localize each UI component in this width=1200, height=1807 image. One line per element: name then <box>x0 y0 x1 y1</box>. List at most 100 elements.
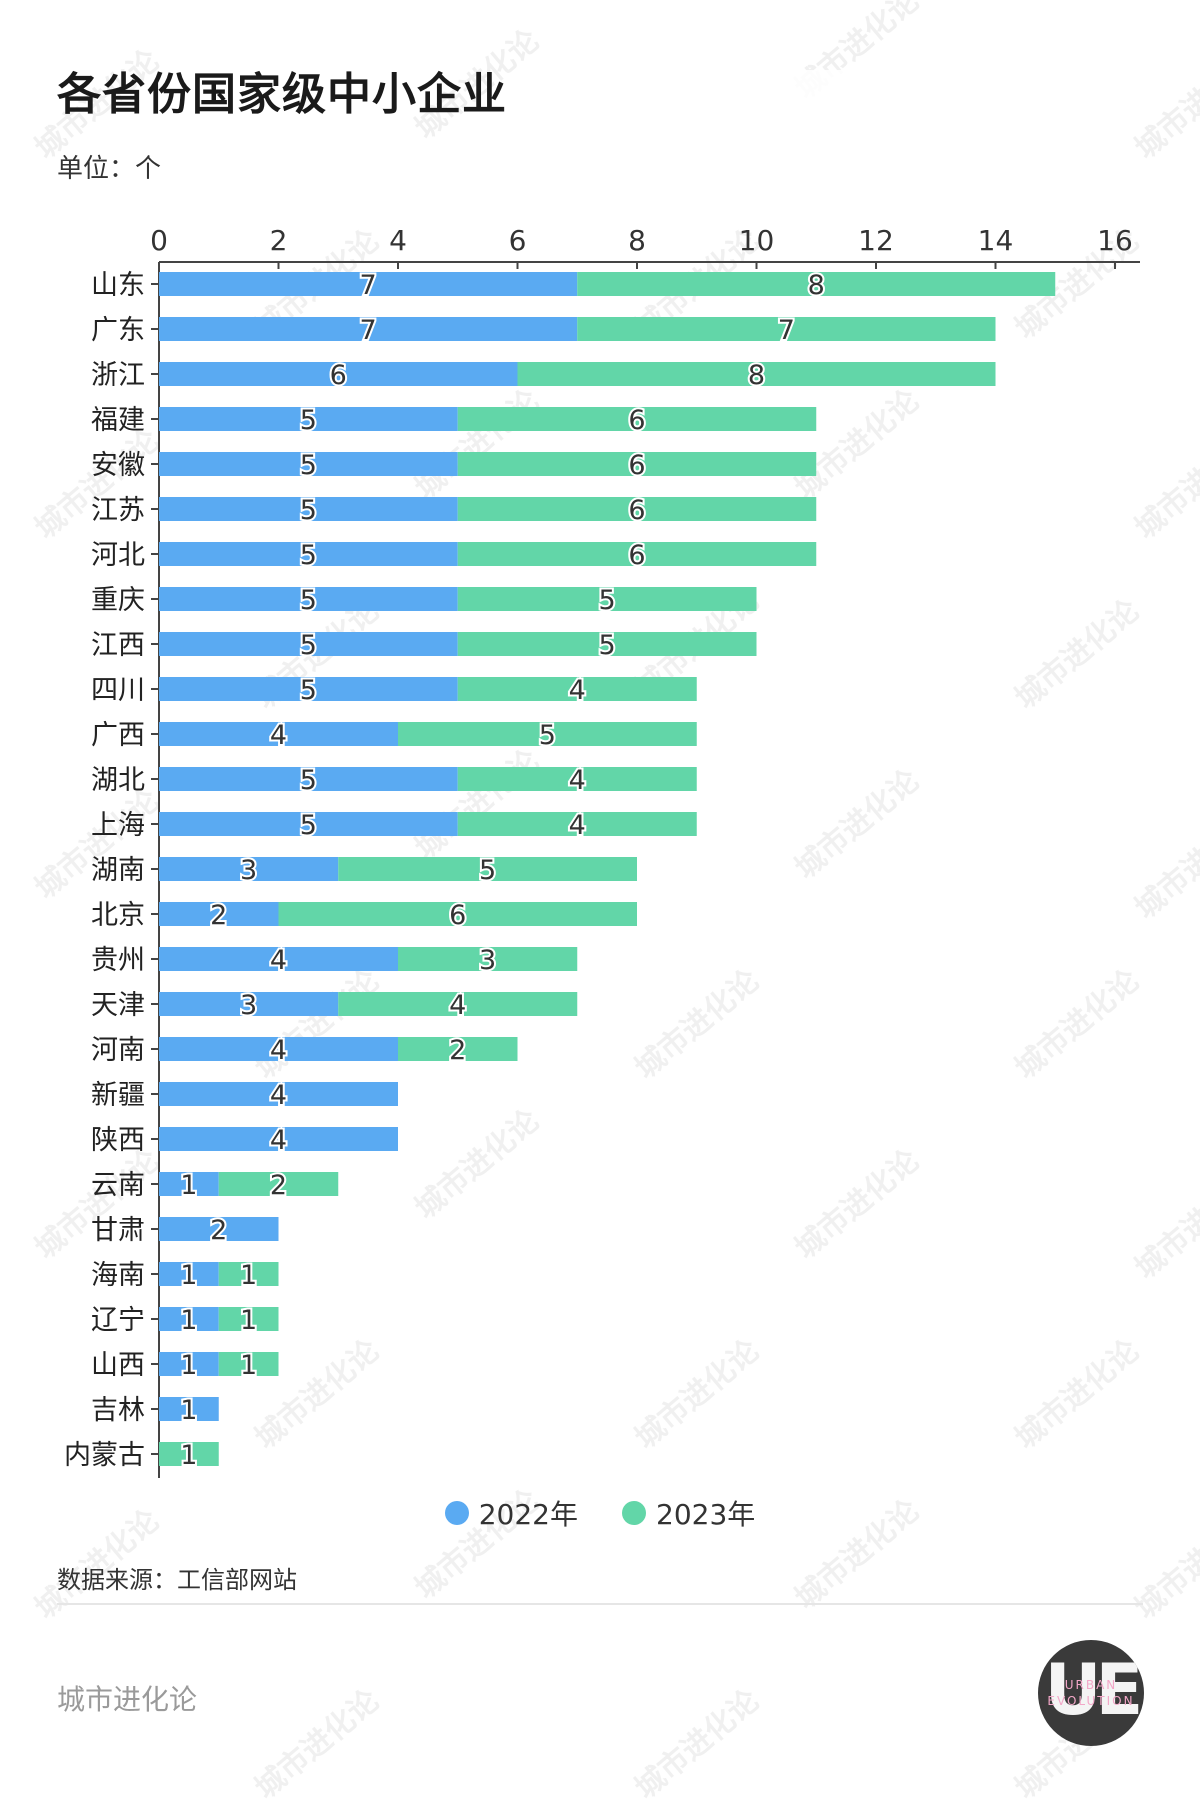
bar-2023 <box>457 407 817 431</box>
bar-2022 <box>159 902 279 926</box>
bar-2022 <box>159 1172 219 1196</box>
bar-2023 <box>278 902 637 926</box>
data-label-2022: 4 <box>270 1080 287 1111</box>
bar-2023 <box>457 632 757 656</box>
category-label: 浙江 <box>91 360 145 391</box>
data-label-2023: 5 <box>479 855 496 886</box>
data-label-2022: 4 <box>270 945 287 976</box>
bar-2023 <box>398 722 697 746</box>
watermark-text: 城市进化论 <box>1128 43 1200 167</box>
x-tick-label: 2 <box>270 224 288 257</box>
logo-text-top: URBAN <box>1064 1678 1118 1692</box>
category-label: 贵州 <box>91 945 145 976</box>
data-label-2023: 8 <box>808 270 825 301</box>
watermark-text: 城市进化论 <box>248 1683 386 1807</box>
chart-title: 各省份国家级中小企业 <box>57 69 507 120</box>
data-label-2023: 4 <box>569 810 586 841</box>
bar-2022 <box>159 587 458 611</box>
bar-2022 <box>159 857 339 881</box>
bar-2022 <box>159 992 339 1016</box>
bar-2023 <box>457 812 697 836</box>
category-label: 上海 <box>91 810 145 841</box>
bar-2022 <box>159 452 458 476</box>
legend-item-2022: 2022年 <box>444 1493 578 1533</box>
bar-2023 <box>457 767 697 791</box>
data-label-2023: 3 <box>479 945 496 976</box>
legend-dot-2023 <box>622 1501 646 1525</box>
data-label-2022: 2 <box>210 900 227 931</box>
bar-2022 <box>159 722 398 746</box>
x-tick-label: 6 <box>509 224 527 257</box>
bar-2022 <box>159 947 398 971</box>
data-label-2023: 2 <box>270 1170 287 1201</box>
category-label: 山东 <box>91 270 145 301</box>
bar-2023 <box>577 317 996 341</box>
category-label: 北京 <box>91 900 145 931</box>
data-label-2022: 3 <box>240 990 257 1021</box>
category-label: 四川 <box>91 675 145 706</box>
category-label: 河北 <box>91 540 145 571</box>
data-label-2023: 6 <box>449 900 466 931</box>
category-label: 山西 <box>91 1350 145 1381</box>
unit-label: 单位：个 <box>57 154 162 184</box>
data-label-2023: 4 <box>449 990 466 1021</box>
data-label-2022: 5 <box>300 495 317 526</box>
data-label-2022: 7 <box>360 270 377 301</box>
data-label-2022: 5 <box>300 405 317 436</box>
category-label: 吉林 <box>91 1395 145 1426</box>
data-label-2022: 1 <box>180 1350 197 1381</box>
data-label-2022: 5 <box>300 540 317 571</box>
data-label-2023: 6 <box>628 450 645 481</box>
data-label-2022: 1 <box>180 1395 197 1426</box>
data-label-2022: 6 <box>330 360 347 391</box>
category-label: 甘肃 <box>91 1215 145 1246</box>
data-label-2022: 5 <box>300 675 317 706</box>
category-label: 海南 <box>91 1260 145 1291</box>
bar-2023 <box>218 1307 279 1331</box>
data-label-2022: 5 <box>300 585 317 616</box>
bar-2022 <box>159 1352 219 1376</box>
data-label-2022: 4 <box>270 1125 287 1156</box>
data-label-2023: 8 <box>748 360 765 391</box>
bar-2023 <box>398 947 578 971</box>
data-label-2022: 5 <box>300 450 317 481</box>
bar-2022 <box>159 632 458 656</box>
bar-2022 <box>159 1082 398 1106</box>
bar-2022 <box>159 1127 398 1151</box>
category-label: 福建 <box>91 405 145 436</box>
bar-2023 <box>218 1172 339 1196</box>
legend-label-2022: 2022年 <box>478 1498 578 1531</box>
bar-2023 <box>457 677 697 701</box>
data-label-2022: 1 <box>180 1260 197 1291</box>
x-tick-label: 12 <box>858 224 894 257</box>
bar-2023 <box>517 362 996 386</box>
title-fade-overlay <box>500 70 980 116</box>
legend-label-2023: 2023年 <box>656 1498 756 1531</box>
x-tick-label: 10 <box>739 224 775 257</box>
bar-2023 <box>218 1352 279 1376</box>
data-label-2022: 1 <box>180 1305 197 1336</box>
bar-2022 <box>159 407 458 431</box>
bar-2023 <box>457 452 817 476</box>
data-label-2023: 1 <box>180 1440 197 1471</box>
data-label-2023: 7 <box>778 315 795 346</box>
category-label: 广西 <box>91 720 145 751</box>
bar-2023 <box>338 992 578 1016</box>
data-label-2022: 5 <box>300 765 317 796</box>
category-label: 新疆 <box>91 1080 145 1111</box>
bar-2022 <box>159 317 578 341</box>
bar-2022 <box>159 767 458 791</box>
bar-2022 <box>159 1397 219 1421</box>
data-label-2023: 5 <box>599 630 616 661</box>
bar-2022 <box>159 362 518 386</box>
x-tick-label: 0 <box>150 224 168 257</box>
x-tick-label: 8 <box>628 224 646 257</box>
bar-2022 <box>159 272 578 296</box>
category-label: 重庆 <box>91 585 145 616</box>
data-label-2022: 5 <box>300 630 317 661</box>
bar-2022 <box>159 1037 398 1061</box>
category-label: 陕西 <box>91 1125 145 1156</box>
category-label: 天津 <box>91 990 145 1021</box>
category-label: 河南 <box>91 1035 145 1066</box>
bar-2023 <box>159 1442 219 1466</box>
